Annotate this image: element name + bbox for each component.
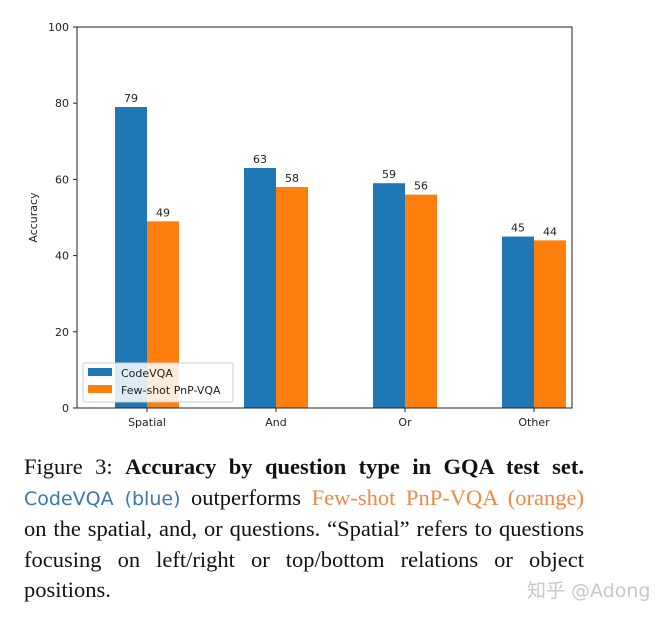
- legend-swatch: [88, 368, 112, 376]
- caption-rest: on the spatial, and, or questions. “Spat…: [24, 516, 584, 602]
- legend-label: Few-shot PnP-VQA: [121, 384, 221, 397]
- figure-caption: Figure 3: Accuracy by question type in G…: [24, 452, 584, 606]
- bar: [405, 194, 437, 408]
- caption-blue: CodeVQA (blue): [24, 487, 181, 510]
- watermark: 知乎 @Adong: [527, 580, 651, 602]
- x-tick-label: Other: [518, 416, 550, 429]
- caption-title: Accuracy by question type in GQA test se…: [125, 454, 585, 479]
- caption-mid: outperforms: [180, 484, 312, 510]
- bar: [115, 107, 147, 408]
- bar: [534, 240, 566, 408]
- data-label: 45: [511, 222, 525, 235]
- caption-prefix: Figure 3:: [24, 454, 126, 479]
- bar: [276, 187, 308, 408]
- data-label: 56: [414, 180, 428, 193]
- bar: [244, 167, 276, 408]
- legend: [82, 362, 234, 403]
- x-tick-label: Or: [398, 416, 412, 429]
- bar-chart: 79 49 Spatial 63 58 And 59 56 Or 45 44 Other 0 20 40 60…: [27, 21, 573, 429]
- data-label: 59: [382, 168, 396, 181]
- data-label: 79: [124, 92, 138, 105]
- data-label: 49: [156, 206, 170, 219]
- plot-frame: [76, 26, 573, 409]
- bar: [373, 183, 405, 408]
- y-tick-label: 0: [62, 402, 69, 415]
- data-label: 58: [285, 172, 299, 185]
- y-tick-label: 20: [55, 326, 69, 339]
- x-tick-label: And: [265, 416, 286, 429]
- y-tick-label: 60: [55, 173, 69, 186]
- bar: [502, 236, 534, 408]
- y-axis-label: Accuracy: [27, 192, 40, 243]
- y-tick-label: 100: [48, 21, 69, 34]
- data-label: 44: [543, 225, 557, 238]
- caption-orange: Few-shot PnP-VQA (orange): [311, 484, 584, 510]
- data-label: 63: [253, 153, 267, 166]
- legend-swatch: [88, 385, 112, 393]
- y-tick-label: 80: [55, 97, 69, 110]
- y-tick-label: 40: [55, 250, 69, 263]
- legend-label: CodeVQA: [121, 367, 173, 380]
- x-tick-label: Spatial: [128, 416, 166, 429]
